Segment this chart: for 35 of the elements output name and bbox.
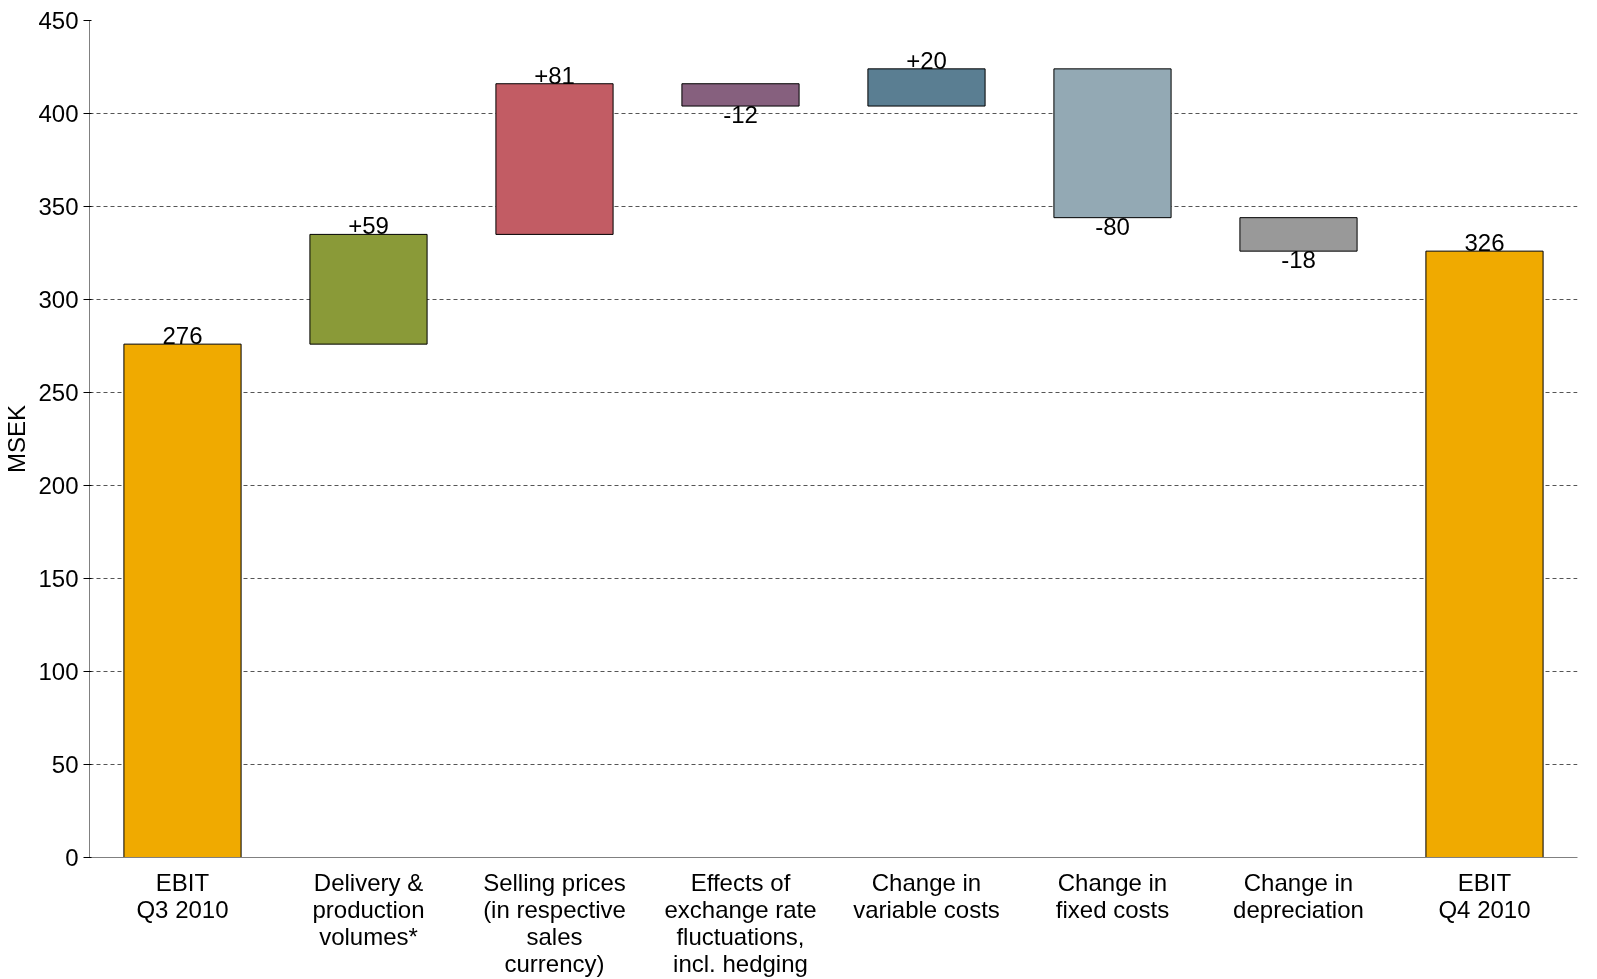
y-tick-label: 0	[65, 844, 79, 871]
x-tick-label: Change in depreciation	[1233, 868, 1364, 923]
x-tick-label: Change in fixed costs	[1055, 868, 1170, 923]
data-label: 276	[162, 322, 203, 350]
x-tick-label: Change in variable costs	[853, 868, 1000, 923]
y-tick-label: 350	[38, 193, 79, 220]
y-tick-label: 250	[38, 379, 79, 406]
bar	[495, 83, 614, 235]
x-tick-label: EBIT Q3 2010	[136, 868, 229, 923]
y-tick-label: 450	[38, 7, 79, 34]
y-axis-title: MSEK	[3, 404, 31, 474]
x-tick-label: EBIT Q4 2010	[1438, 868, 1531, 923]
data-label: +59	[348, 212, 389, 240]
bar	[1239, 217, 1358, 252]
data-label: +81	[534, 61, 575, 89]
x-tick-label: Selling prices (in respective sales currency)	[483, 868, 626, 977]
y-tick-label: 150	[38, 565, 79, 592]
y-tick-label: 100	[38, 658, 79, 685]
y-tick-label: 200	[38, 472, 79, 499]
y-tick-label: 50	[51, 751, 79, 778]
x-tick-label: Delivery & production volumes*	[312, 868, 425, 950]
data-label: 326	[1464, 229, 1505, 257]
bar	[309, 233, 428, 345]
y-tick-label: 300	[38, 286, 79, 313]
data-label: -80	[1095, 212, 1130, 240]
data-label: -12	[723, 101, 758, 129]
x-tick-label: Effects of exchange rate fluctuations, incl. hedging	[664, 868, 817, 977]
data-label: -18	[1281, 246, 1316, 274]
bar	[681, 83, 800, 107]
bar	[1053, 68, 1172, 219]
bar	[123, 343, 242, 858]
bar	[1425, 250, 1544, 858]
y-tick-label: 400	[38, 100, 79, 127]
bar	[867, 68, 986, 107]
data-label: +20	[906, 46, 947, 74]
